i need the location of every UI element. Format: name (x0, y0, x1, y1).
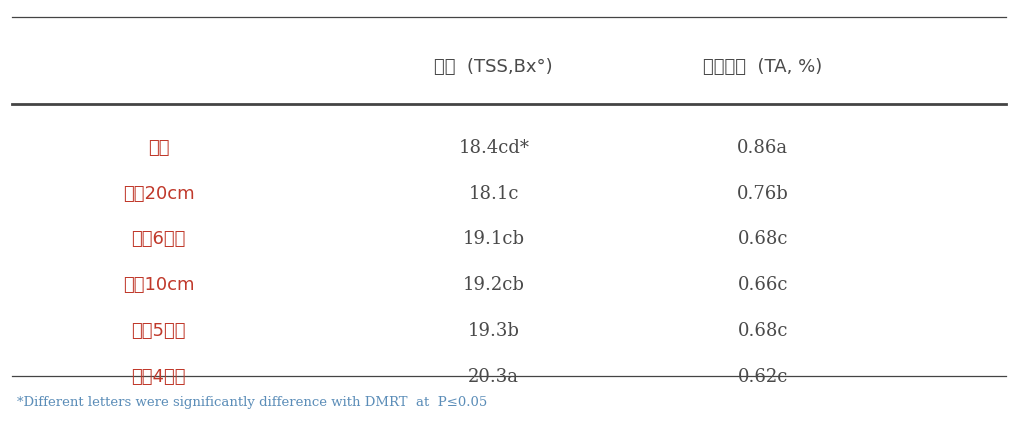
Text: 20.3a: 20.3a (468, 367, 519, 385)
Text: 상위4지경: 상위4지경 (131, 367, 186, 385)
Text: 19.3b: 19.3b (468, 321, 520, 339)
Text: 0.62c: 0.62c (738, 367, 788, 385)
Text: 상위6지경: 상위6지경 (131, 230, 186, 248)
Text: 상위5지경: 상위5지경 (131, 321, 186, 339)
Text: 적정산도  (TA, %): 적정산도 (TA, %) (703, 58, 823, 76)
Text: 18.1c: 18.1c (468, 184, 519, 202)
Text: 18.4cd*: 18.4cd* (458, 138, 529, 156)
Text: 0.86a: 0.86a (737, 138, 788, 156)
Text: 0.68c: 0.68c (738, 230, 788, 248)
Text: 관행: 관행 (148, 138, 170, 156)
Text: 상위10cm: 상위10cm (123, 276, 194, 294)
Text: *Different letters were significantly difference with DMRT  at  P≤0.05: *Different letters were significantly di… (16, 395, 487, 408)
Text: 0.76b: 0.76b (737, 184, 789, 202)
Text: 0.68c: 0.68c (738, 321, 788, 339)
Text: 당도  (TSS,Bx°): 당도 (TSS,Bx°) (435, 58, 553, 76)
Text: 0.66c: 0.66c (738, 276, 788, 294)
Text: 19.1cb: 19.1cb (463, 230, 524, 248)
Text: 19.2cb: 19.2cb (463, 276, 524, 294)
Text: 상위20cm: 상위20cm (123, 184, 194, 202)
